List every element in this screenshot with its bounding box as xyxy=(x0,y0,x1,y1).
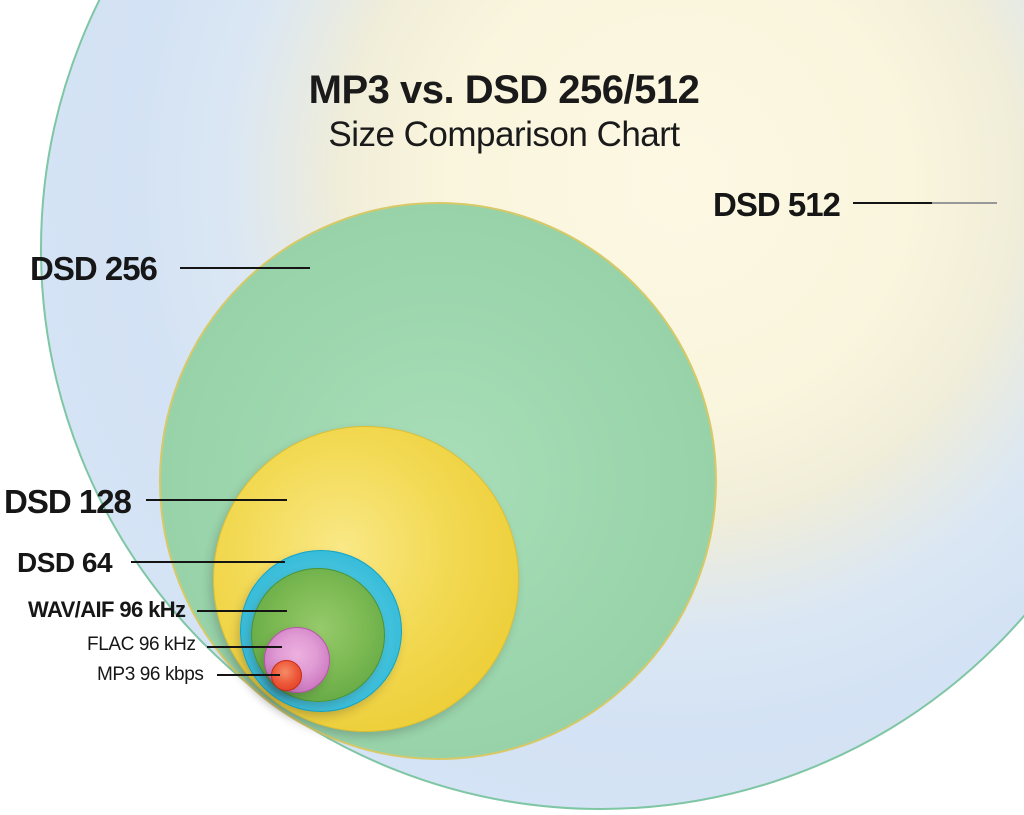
label-wav-aif: WAV/AIF 96 kHz xyxy=(28,597,186,622)
chart-subtitle: Size Comparison Chart xyxy=(328,115,680,154)
leader-line-dsd-512 xyxy=(853,202,997,204)
label-flac: FLAC 96 kHz xyxy=(87,634,196,655)
leader-line-flac xyxy=(207,646,282,648)
label-dsd-128: DSD 128 xyxy=(4,483,132,520)
leader-line-dsd-64 xyxy=(131,561,285,563)
chart-title: MP3 vs. DSD 256/512 xyxy=(308,68,700,112)
leader-line-wav-aif xyxy=(197,610,287,612)
leader-line-dsd-128 xyxy=(146,499,287,501)
label-dsd-64: DSD 64 xyxy=(17,547,113,578)
leader-line-dsd-256 xyxy=(180,267,310,269)
chart-title-block: MP3 vs. DSD 256/512 Size Comparison Char… xyxy=(144,68,864,155)
label-dsd-256: DSD 256 xyxy=(30,250,158,287)
label-mp3: MP3 96 kbps xyxy=(97,664,204,685)
leader-line-mp3 xyxy=(217,674,280,676)
label-dsd-512: DSD 512 xyxy=(713,186,841,223)
